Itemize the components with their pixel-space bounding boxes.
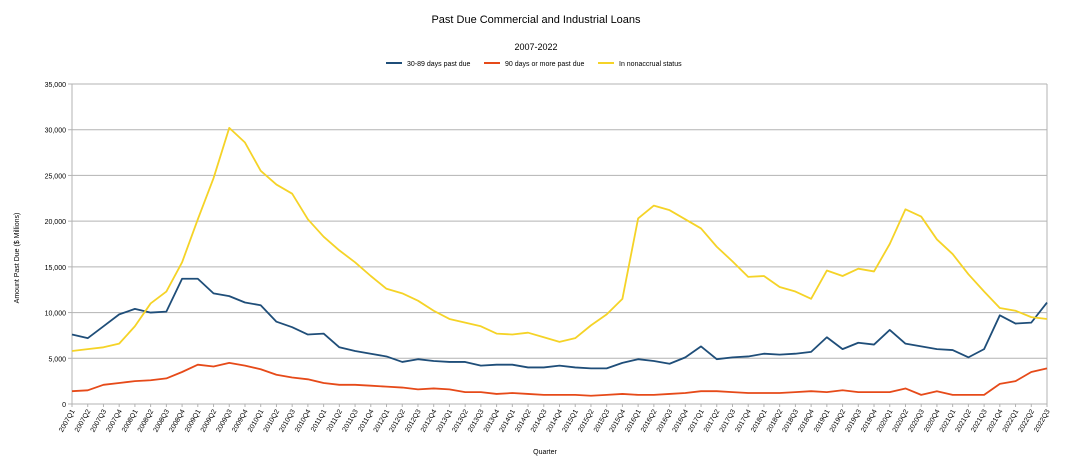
series-line-3 (71, 126, 1048, 352)
series-lines (71, 126, 1048, 397)
series-line-2 (71, 361, 1048, 397)
y-tick-label: 15,000 (45, 265, 67, 272)
y-tick-label: 10,000 (45, 311, 67, 318)
legend-label: In nonaccrual status (619, 61, 682, 68)
gridlines (71, 83, 1048, 405)
legend-label: 90 days or more past due (505, 61, 584, 68)
y-axis-ticks: 0 5,000 10,000 15,000 20,000 25,000 30,000 35,0… (45, 82, 72, 409)
y-tick-label: 25,000 (45, 173, 67, 180)
chart-subtitle: 2007-2022 (514, 42, 557, 52)
x-tick-label: 2022Q3 (1033, 408, 1052, 433)
y-tick-label: 5,000 (48, 356, 66, 363)
y-tick-label: 20,000 (45, 219, 67, 226)
y-tick-label: 35,000 (45, 82, 67, 89)
series-line-1 (71, 277, 1048, 370)
y-tick-label: 30,000 (45, 128, 67, 135)
y-tick-label: 0 (62, 402, 66, 409)
y-axis-label: Amount Past Due ($ Millions) (14, 213, 21, 304)
legend-label: 30-89 days past due (407, 61, 471, 68)
x-axis-label: Quarter (533, 449, 557, 456)
x-axis-ticks: 2007Q12007Q22007Q32007Q42008Q12008Q22008… (58, 404, 1052, 434)
chart-title: Past Due Commercial and Industrial Loans (431, 14, 641, 26)
legend: 30-89 days past due 90 days or more past … (386, 61, 682, 68)
